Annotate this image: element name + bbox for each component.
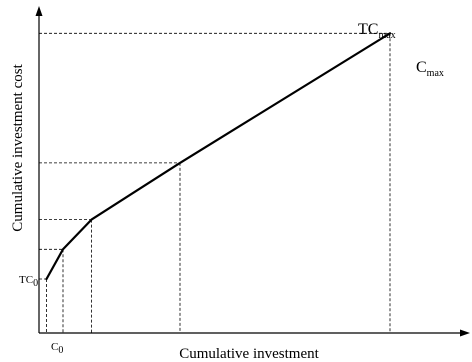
- dashed-guide-lines: [39, 32, 391, 333]
- x-axis-title: Cumulative investment: [179, 346, 319, 362]
- c0-label: C0: [51, 341, 63, 356]
- cost-curve-line: [45, 32, 392, 281]
- series-layer: [45, 32, 392, 281]
- tc0-label: TC0: [19, 274, 38, 289]
- y-axis-title: Cumulative investment cost: [10, 63, 26, 231]
- x-axis-arrow-icon: [460, 329, 470, 337]
- cmax-label: Cmax: [416, 59, 444, 79]
- tcmax-label: TCmax: [358, 21, 396, 41]
- axes: [35, 6, 470, 337]
- y-axis-arrow-icon: [35, 6, 43, 16]
